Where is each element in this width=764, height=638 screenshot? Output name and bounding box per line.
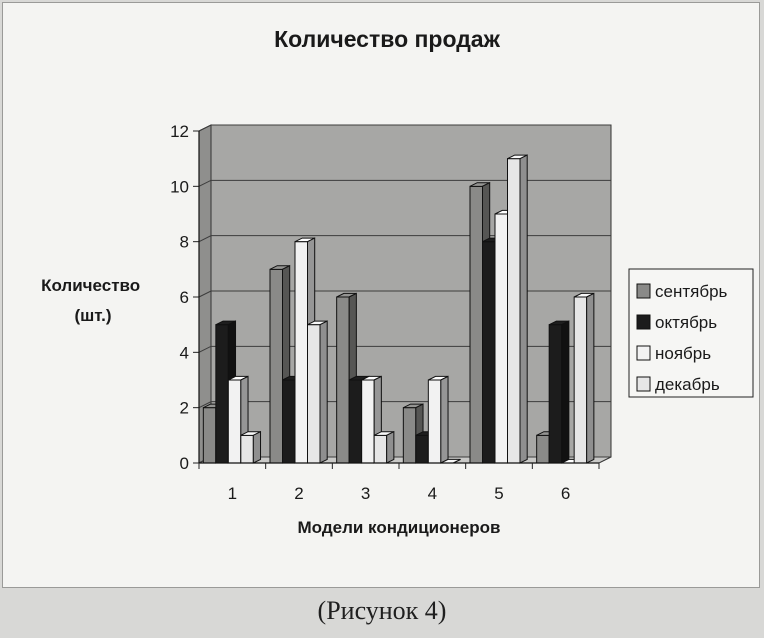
x-tick-labels: 1 2 3 4 5 6 bbox=[198, 463, 600, 503]
bar-front bbox=[215, 324, 229, 464]
legend-swatch-октябрь bbox=[636, 314, 651, 330]
y-tick-label: 6 bbox=[180, 288, 189, 307]
bar-front bbox=[427, 379, 442, 464]
bar-side bbox=[453, 458, 461, 464]
bar-side bbox=[586, 292, 595, 464]
bar-декабрь-6 bbox=[573, 292, 595, 464]
bar-side bbox=[561, 320, 570, 464]
bar-front bbox=[469, 185, 483, 464]
bar-декабрь-2 bbox=[307, 320, 328, 464]
bar-декабрь-1 bbox=[240, 430, 262, 464]
legend-label-декабрь: декабрь bbox=[655, 375, 720, 394]
legend-swatch-сентябрь bbox=[636, 283, 651, 299]
legend-label-октябрь: октябрь bbox=[655, 313, 717, 332]
gridline bbox=[198, 179, 611, 187]
bar-front bbox=[348, 379, 363, 464]
bar-front bbox=[373, 434, 388, 464]
y-tick-label: 12 bbox=[170, 122, 189, 141]
bar-front bbox=[361, 379, 375, 464]
x-tick-label: 3 bbox=[361, 484, 370, 503]
bar-front bbox=[294, 241, 308, 464]
bar-front bbox=[227, 379, 242, 464]
bar-front bbox=[536, 434, 550, 464]
bar-front bbox=[402, 407, 417, 464]
bar-side bbox=[519, 154, 528, 464]
bar-front bbox=[415, 434, 429, 464]
y-tick-label: 8 bbox=[180, 233, 189, 252]
x-tick-label: 2 bbox=[294, 484, 303, 503]
bar-front bbox=[282, 379, 296, 464]
y-axis-label: Количество (шт.) bbox=[41, 276, 145, 325]
legend-label-ноябрь: ноябрь bbox=[655, 344, 711, 363]
legend-swatch-декабрь bbox=[636, 376, 651, 392]
x-tick-label: 4 bbox=[428, 484, 437, 503]
y-axis-label-line-1: Количество bbox=[41, 276, 140, 295]
legend-label-сентябрь: сентябрь bbox=[655, 282, 728, 301]
bar-side bbox=[319, 320, 328, 464]
bar-ноябрь-4 bbox=[427, 375, 449, 464]
bar-front bbox=[573, 296, 588, 464]
bar-front bbox=[202, 407, 217, 464]
x-tick-label: 5 bbox=[494, 484, 503, 503]
y-tick-label: 0 bbox=[180, 454, 189, 473]
y-tick-label: 2 bbox=[180, 399, 189, 418]
bar-front bbox=[507, 158, 521, 464]
bar-front bbox=[336, 296, 350, 464]
y-tick-labels: 0 2 4 6 8 10 12 bbox=[170, 122, 189, 473]
legend: сентябрь октябрь ноябрь декабрь bbox=[628, 268, 754, 398]
x-tick-label: 1 bbox=[228, 484, 237, 503]
y-tick-label: 10 bbox=[170, 177, 189, 196]
bar-front bbox=[269, 268, 283, 464]
bar-декабрь-3 bbox=[373, 430, 395, 464]
bars bbox=[202, 154, 595, 464]
bar-side bbox=[440, 375, 449, 464]
bar-декабрь-5 bbox=[507, 154, 528, 464]
bar-front bbox=[548, 324, 563, 464]
bar-октябрь-6 bbox=[548, 320, 570, 464]
bar-front bbox=[482, 241, 496, 464]
x-axis-label: Модели кондиционеров bbox=[298, 518, 501, 537]
bar-front bbox=[240, 434, 254, 464]
bar-side bbox=[386, 430, 395, 464]
y-axis-label-line-2: (шт.) bbox=[74, 306, 111, 325]
bar-side bbox=[252, 430, 262, 464]
y-tick-label: 4 bbox=[180, 343, 189, 362]
x-tick-label: 6 bbox=[561, 484, 570, 503]
chart-title: Количество продаж bbox=[274, 26, 501, 52]
bar-front bbox=[307, 324, 321, 464]
legend-swatch-ноябрь bbox=[636, 345, 651, 361]
figure-caption: (Рисунок 4) bbox=[317, 596, 447, 625]
bar-front bbox=[494, 213, 508, 464]
gridline bbox=[198, 124, 611, 132]
